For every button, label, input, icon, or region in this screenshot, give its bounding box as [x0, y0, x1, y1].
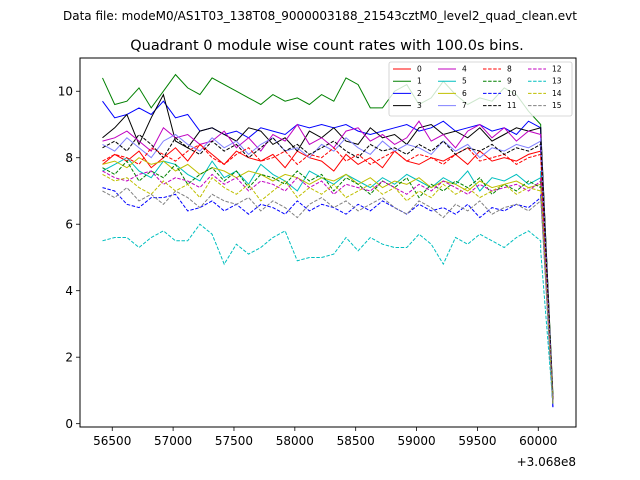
legend-label-6: 6	[462, 89, 467, 98]
legend-label-12: 12	[552, 65, 562, 74]
series-line-1	[102, 73, 554, 394]
y-tick-label: 8	[65, 151, 73, 165]
x-ticks: 56500 57000 57500 58000 58500 59000 59500 60000	[93, 427, 557, 448]
y-tick-label: 6	[65, 218, 73, 232]
series-line-0	[102, 143, 554, 401]
legend-label-4: 4	[462, 65, 467, 74]
x-tick-label: 56500	[93, 434, 131, 448]
x-tick-label: 59500	[458, 434, 496, 448]
x-tick-label: 57500	[215, 434, 253, 448]
x-tick-label: 60000	[519, 434, 557, 448]
x-tick-label: 58000	[276, 434, 314, 448]
series-layer	[102, 73, 554, 408]
legend-label-3: 3	[417, 101, 422, 110]
legend-label-13: 13	[552, 77, 562, 86]
series-line-15	[102, 186, 554, 404]
legend-box	[388, 61, 573, 117]
y-tick-label: 4	[65, 284, 73, 298]
x-offset-text: +3.068e8	[517, 455, 576, 469]
series-line-2	[102, 100, 554, 408]
y-ticks: 0 2 4 6 8 10	[58, 85, 80, 431]
legend-label-9: 9	[507, 77, 512, 86]
series-line-3	[102, 93, 554, 398]
series-line-4	[102, 120, 554, 404]
y-tick-label: 10	[58, 85, 73, 99]
series-line-12	[102, 170, 554, 404]
axes-frame	[79, 57, 577, 428]
legend-label-15: 15	[552, 101, 562, 110]
legend-label-10: 10	[507, 89, 517, 98]
x-tick-label: 59000	[397, 434, 435, 448]
legend-label-14: 14	[552, 89, 562, 98]
series-line-6	[102, 157, 554, 404]
x-tick-label: 57000	[154, 434, 192, 448]
legend-label-11: 11	[507, 101, 517, 110]
legend-label-5: 5	[462, 77, 467, 86]
chart-title: Quadrant 0 module wise count rates with …	[130, 38, 524, 54]
series-line-7	[102, 133, 554, 401]
series-line-11	[102, 133, 554, 401]
series-line-14	[102, 173, 554, 404]
y-tick-label: 2	[65, 351, 73, 365]
series-line-10	[102, 187, 554, 408]
legend-label-8: 8	[507, 65, 512, 74]
legend-label-0: 0	[417, 65, 422, 74]
series-line-8	[102, 143, 554, 401]
y-tick-label: 0	[65, 417, 73, 431]
series-line-13	[102, 223, 554, 404]
legend-label-7: 7	[462, 101, 467, 110]
x-tick-label: 58500	[337, 434, 375, 448]
chart-suptitle: Data file: modeM0/AS1T03_138T08_90000031…	[63, 9, 577, 23]
legend-label-2: 2	[417, 89, 422, 98]
legend-label-1: 1	[417, 77, 422, 86]
plot-area: 56500 57000 57500 58000 58500 59000 59500 60000…	[58, 57, 577, 469]
